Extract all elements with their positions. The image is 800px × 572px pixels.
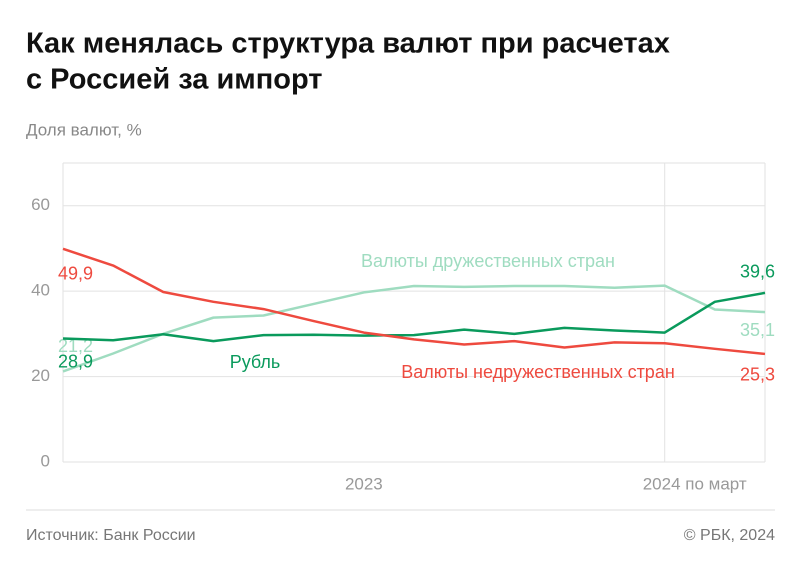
series-label: Рубль xyxy=(230,352,281,372)
value-label: 49,9 xyxy=(58,264,93,284)
credit: © РБК, 2024 xyxy=(684,527,775,544)
y-tick-label: 60 xyxy=(31,195,50,214)
chart-title: с Россией за импорт xyxy=(26,64,323,96)
value-label: 39,6 xyxy=(740,262,775,282)
y-tick-label: 20 xyxy=(31,366,50,385)
y-tick-label: 0 xyxy=(41,451,50,470)
value-label: 25,3 xyxy=(740,365,775,385)
series-label: Валюты дружественных стран xyxy=(361,251,615,271)
value-label: 35,1 xyxy=(740,320,775,340)
x-tick-label: 2024 по март xyxy=(643,474,747,493)
chart-title: Как менялась структура валют при расчета… xyxy=(26,28,670,60)
subtitle: Доля валют, % xyxy=(26,120,142,139)
series-line xyxy=(62,284,766,373)
value-label: 21,2 xyxy=(58,336,93,356)
series-line xyxy=(62,291,766,343)
series-label: Валюты недружественных стран xyxy=(401,362,675,382)
value-label: 28,9 xyxy=(58,351,93,371)
x-tick-label: 2023 xyxy=(345,474,383,493)
y-tick-label: 40 xyxy=(31,281,50,300)
series-line xyxy=(62,247,766,356)
source: Источник: Банк России xyxy=(26,527,196,544)
